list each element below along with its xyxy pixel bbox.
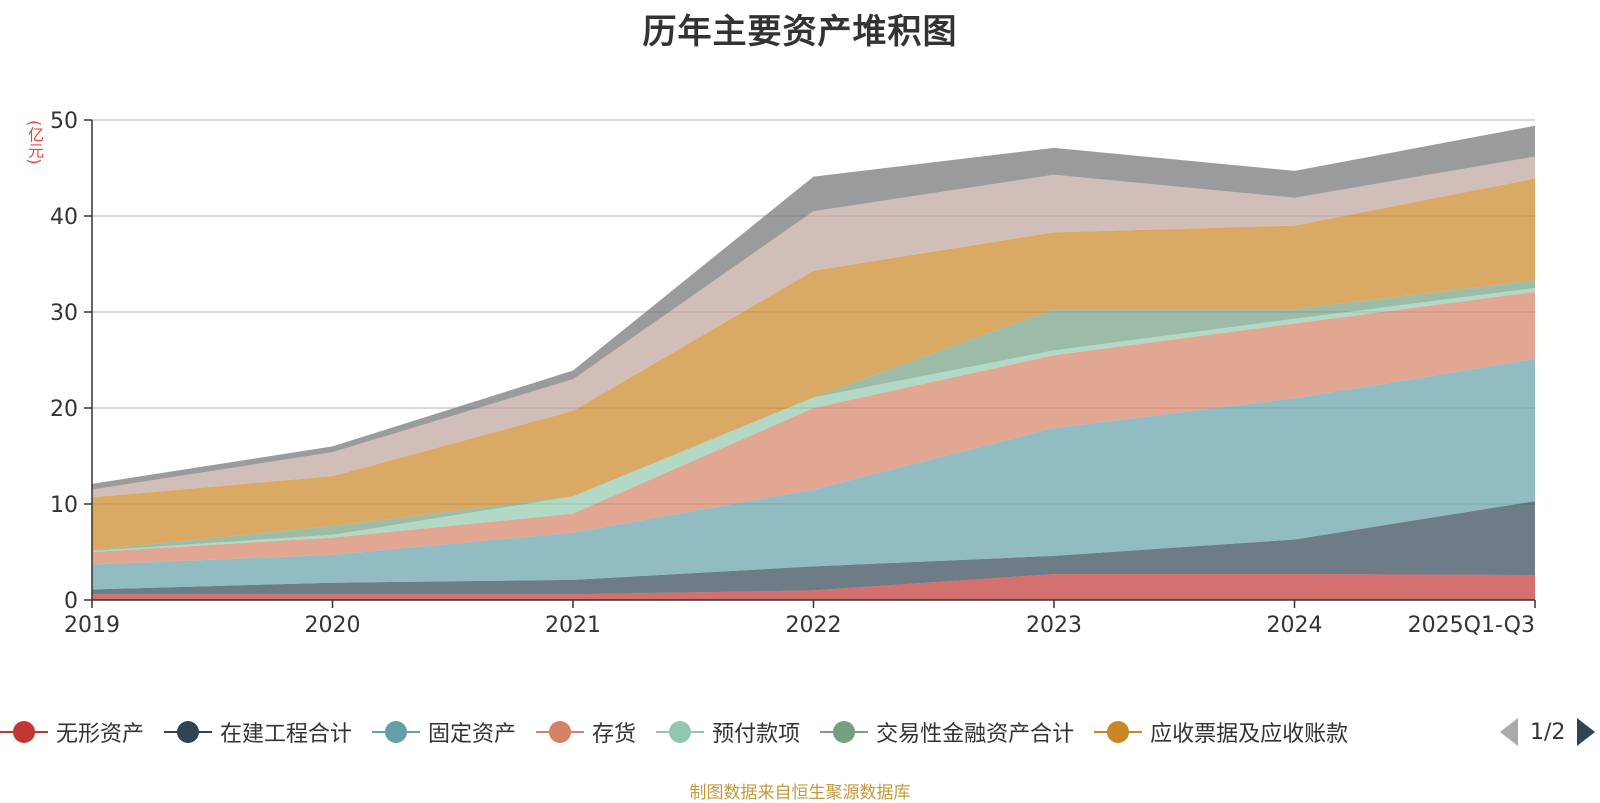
x-tick-label: 2022 [786,613,842,638]
x-tick-label: 2019 [64,613,120,638]
legend-pager: 1/2 [1500,718,1596,746]
y-tick-label: 50 [50,109,78,134]
x-tick-label: 2024 [1267,613,1323,638]
area-series-0[interactable] [92,574,1535,600]
legend-item[interactable]: 交易性金融资产合计 [820,716,1074,748]
area-series-1[interactable] [92,501,1535,595]
legend-label: 无形资产 [56,722,145,747]
y-tick-label: 30 [50,301,78,326]
legend-marker-icon [372,720,421,744]
legend-marker-icon [0,720,48,744]
area-series-6[interactable] [92,178,1535,551]
y-tick-label: 40 [50,205,78,230]
legend-item[interactable]: 存货 [536,716,636,748]
data-source-note: 制图数据来自恒生聚源数据库 [689,783,911,803]
y-tick-label: 10 [50,493,78,518]
legend-next-page-button[interactable] [1577,718,1596,746]
area-series-8[interactable] [92,125,1535,490]
axes: 0 10 20 30 40 50 2019 2020 2021 2022 2023 2024 2025Q… [50,109,1536,638]
legend: 无形资产 在建工程合计 固定资产 存货 预付款项 交易性金融资产合计 应收票据及应收账款 [0,710,1600,754]
x-tick-label: 2021 [545,613,601,638]
legend-item[interactable]: 预付款项 [656,716,800,748]
legend-marker-icon [1094,720,1143,744]
chart-title: 历年主要资产堆积图 [642,12,958,52]
legend-label: 预付款项 [712,722,801,747]
legend-item[interactable]: 无形资产 [0,716,144,748]
area-series-3[interactable] [92,291,1535,565]
y-tick-label: 0 [64,589,78,614]
legend-marker-icon [164,720,213,744]
y-tick-label: 20 [50,397,78,422]
legend-item[interactable]: 应收票据及应收账款 [1094,716,1348,748]
y-axis-unit-label: (亿元) [25,120,44,165]
legend-label: 应收票据及应收账款 [1150,722,1349,747]
legend-marker-icon [656,720,705,744]
legend-label: 存货 [592,722,637,747]
legend-marker-icon [536,720,585,744]
area-series-7[interactable] [92,156,1535,498]
stacked-area-chart: 0 10 20 30 40 50 2019 2020 2021 2022 2023 2024 2025Q… [50,109,1536,638]
legend-label: 在建工程合计 [220,722,353,747]
legend-label: 交易性金融资产合计 [876,722,1075,747]
x-tick-label: 2023 [1026,613,1082,638]
legend-item[interactable]: 固定资产 [372,716,516,748]
x-tick-label: 2025Q1-Q3 [1408,613,1535,638]
area-series-2[interactable] [92,359,1535,590]
legend-prev-page-button[interactable] [1500,718,1518,746]
legend-marker-icon [820,720,869,744]
legend-label: 固定资产 [428,722,517,747]
legend-item[interactable]: 在建工程合计 [164,716,352,748]
legend-page-indicator: 1/2 [1530,719,1566,745]
area-series [92,125,1535,600]
x-tick-label: 2020 [305,613,361,638]
